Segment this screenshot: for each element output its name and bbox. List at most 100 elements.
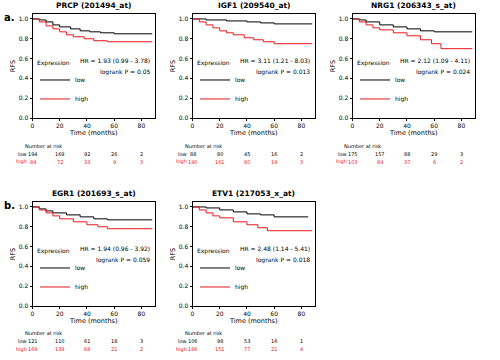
svg-text:80: 80 — [298, 122, 306, 129]
svg-text:151: 151 — [215, 346, 225, 352]
svg-text:2: 2 — [140, 346, 143, 352]
svg-text:Expression: Expression — [37, 59, 70, 67]
svg-text:0: 0 — [31, 310, 35, 317]
svg-text:3: 3 — [140, 159, 143, 165]
svg-text:61: 61 — [84, 338, 90, 344]
svg-text:0.4: 0.4 — [19, 74, 29, 81]
svg-text:80: 80 — [217, 151, 223, 157]
svg-text:high: high — [336, 158, 347, 165]
svg-text:21: 21 — [111, 346, 117, 352]
svg-text:Expression: Expression — [197, 247, 230, 255]
svg-text:1: 1 — [300, 338, 303, 344]
svg-text:low: low — [235, 76, 245, 83]
svg-text:0: 0 — [191, 310, 195, 317]
svg-text:0.2: 0.2 — [179, 94, 189, 101]
svg-text:29: 29 — [431, 151, 437, 157]
svg-text:a.: a. — [4, 12, 15, 23]
svg-text:72: 72 — [57, 159, 63, 165]
svg-text:HR = 1.94 (0.96 - 3.92): HR = 1.94 (0.96 - 3.92) — [80, 245, 150, 252]
svg-text:RFS: RFS — [9, 248, 17, 260]
svg-text:21: 21 — [271, 346, 277, 352]
svg-text:0.4: 0.4 — [19, 262, 29, 269]
svg-text:80: 80 — [138, 122, 146, 129]
svg-text:60: 60 — [270, 310, 278, 317]
svg-text:0: 0 — [31, 122, 35, 129]
svg-text:high: high — [176, 346, 187, 353]
svg-text:84: 84 — [377, 159, 383, 165]
svg-text:0.0: 0.0 — [179, 302, 189, 309]
svg-text:20: 20 — [216, 310, 224, 317]
svg-text:2: 2 — [300, 151, 303, 157]
svg-text:33: 33 — [84, 159, 90, 165]
svg-text:103: 103 — [348, 159, 358, 165]
svg-text:20: 20 — [376, 122, 384, 129]
svg-text:60: 60 — [110, 310, 118, 317]
svg-text:0.6: 0.6 — [179, 243, 189, 250]
svg-text:175: 175 — [348, 151, 358, 157]
svg-text:Expression: Expression — [37, 247, 70, 255]
svg-text:logrank P = 0.018: logrank P = 0.018 — [256, 256, 310, 264]
svg-text:161: 161 — [215, 159, 225, 165]
svg-text:low: low — [18, 151, 27, 157]
svg-text:40: 40 — [403, 122, 411, 129]
svg-text:0.2: 0.2 — [339, 94, 349, 101]
svg-text:0.0: 0.0 — [339, 114, 349, 121]
svg-text:0.6: 0.6 — [339, 55, 349, 62]
svg-text:194: 194 — [28, 151, 38, 157]
svg-text:Number at risk: Number at risk — [25, 143, 62, 149]
svg-text:80: 80 — [244, 159, 250, 165]
svg-text:88: 88 — [404, 151, 410, 157]
svg-text:ETV1 (217053_x_at): ETV1 (217053_x_at) — [212, 189, 295, 198]
svg-text:139: 139 — [55, 346, 65, 352]
svg-text:19: 19 — [271, 159, 277, 165]
svg-text:3: 3 — [140, 338, 143, 344]
svg-text:0.0: 0.0 — [19, 114, 29, 121]
svg-text:Number at risk: Number at risk — [25, 330, 62, 336]
svg-text:NRG1 (206343_s_at): NRG1 (206343_s_at) — [371, 1, 456, 10]
svg-text:110: 110 — [55, 338, 65, 344]
svg-text:Time (months): Time (months) — [229, 317, 278, 325]
svg-text:40: 40 — [83, 310, 91, 317]
svg-text:60: 60 — [430, 122, 438, 129]
svg-text:PRCP (201494_at): PRCP (201494_at) — [56, 1, 131, 10]
svg-text:121: 121 — [28, 338, 38, 344]
svg-text:high: high — [16, 346, 27, 353]
svg-text:low: low — [235, 264, 245, 271]
svg-text:1.0: 1.0 — [19, 15, 29, 22]
svg-text:60: 60 — [270, 122, 278, 129]
svg-text:HR = 2.12 (1.09 - 4.11): HR = 2.12 (1.09 - 4.11) — [400, 57, 470, 64]
svg-text:0.4: 0.4 — [339, 74, 349, 81]
svg-text:logrank P = 0.013: logrank P = 0.013 — [256, 68, 310, 76]
svg-text:2: 2 — [460, 159, 463, 165]
svg-text:logrank P = 0.024: logrank P = 0.024 — [416, 68, 470, 76]
svg-text:1.0: 1.0 — [179, 15, 189, 22]
svg-text:HR = 3.11 (1.21 - 8.03): HR = 3.11 (1.21 - 8.03) — [240, 57, 310, 64]
svg-text:190: 190 — [188, 159, 198, 165]
svg-text:b.: b. — [4, 200, 15, 211]
svg-text:Time (months): Time (months) — [69, 317, 118, 325]
svg-text:40: 40 — [83, 122, 91, 129]
svg-text:77: 77 — [244, 346, 250, 352]
svg-text:2: 2 — [140, 151, 143, 157]
svg-text:20: 20 — [56, 310, 64, 317]
svg-text:186: 186 — [188, 346, 198, 352]
svg-text:Time (months): Time (months) — [69, 129, 118, 137]
svg-text:92: 92 — [84, 151, 90, 157]
svg-text:low: low — [75, 264, 85, 271]
svg-text:60: 60 — [110, 122, 118, 129]
svg-text:16: 16 — [271, 338, 277, 344]
svg-text:88: 88 — [190, 151, 196, 157]
svg-text:low: low — [395, 76, 405, 83]
svg-text:high: high — [235, 283, 248, 291]
svg-text:80: 80 — [458, 122, 466, 129]
svg-text:Number at risk: Number at risk — [185, 143, 222, 149]
svg-text:3: 3 — [300, 159, 303, 165]
svg-text:1.0: 1.0 — [179, 203, 189, 210]
svg-text:high: high — [235, 95, 248, 103]
svg-text:0.6: 0.6 — [19, 55, 29, 62]
svg-text:1.0: 1.0 — [19, 203, 29, 210]
svg-text:0.4: 0.4 — [179, 262, 189, 269]
svg-text:low: low — [18, 338, 27, 344]
svg-text:40: 40 — [243, 310, 251, 317]
svg-text:low: low — [338, 151, 347, 157]
